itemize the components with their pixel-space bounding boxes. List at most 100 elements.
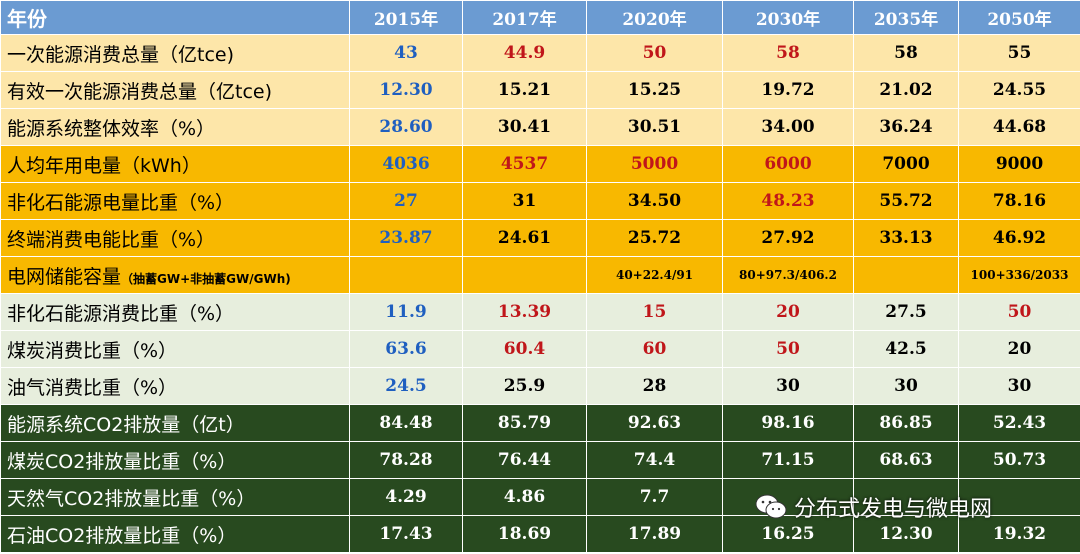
table-cell: 48.23 xyxy=(722,182,854,220)
table-cell: 24.61 xyxy=(462,219,587,257)
wechat-icon xyxy=(755,494,787,519)
table-cell: 15 xyxy=(586,293,723,331)
table-cell: 34.50 xyxy=(586,182,723,220)
table-cell: 4537 xyxy=(462,145,587,183)
table-cell: 25.9 xyxy=(462,367,587,405)
table-cell: 20 xyxy=(958,330,1080,368)
table-cell: 30.51 xyxy=(586,108,723,146)
table-cell: 52.43 xyxy=(958,404,1080,442)
table-cell xyxy=(853,256,959,294)
table-cell: 19.72 xyxy=(722,71,854,109)
table-cell: 50 xyxy=(958,293,1080,331)
table-cell: 4.29 xyxy=(349,478,463,516)
row-label: 人均年用电量（kWh） xyxy=(0,145,350,183)
table-cell: 55.72 xyxy=(853,182,959,220)
table-cell: 43 xyxy=(349,34,463,72)
table-row: 天然气CO2排放量比重（%） 4.29 4.86 7.7 xyxy=(0,478,1080,516)
row-label: 非化石能源电量比重（%） xyxy=(0,182,350,220)
header-year-label: 年份 xyxy=(0,0,350,35)
header-2030: 2030年 xyxy=(722,0,854,35)
table-cell: 46.92 xyxy=(958,219,1080,257)
table-cell: 98.16 xyxy=(722,404,854,442)
table-row: 一次能源消费总量（亿tce) 43 44.9 50 58 58 55 xyxy=(0,34,1080,72)
row-label: 终端消费电能比重（%） xyxy=(0,219,350,257)
table-cell: 40+22.4/91 xyxy=(586,256,723,294)
table-cell: 63.6 xyxy=(349,330,463,368)
table-cell: 50 xyxy=(586,34,723,72)
table-cell xyxy=(958,478,1080,516)
table-cell: 15.21 xyxy=(462,71,587,109)
table-cell: 12.30 xyxy=(853,515,959,553)
table-cell: 27.92 xyxy=(722,219,854,257)
table-row: 非化石能源电量比重（%） 27 31 34.50 48.23 55.72 78.… xyxy=(0,182,1080,220)
table-cell: 68.63 xyxy=(853,441,959,479)
table-cell: 33.13 xyxy=(853,219,959,257)
row-label-text: 电网储能容量 xyxy=(7,265,122,288)
table-cell: 11.9 xyxy=(349,293,463,331)
table-cell: 7000 xyxy=(853,145,959,183)
table-cell: 19.32 xyxy=(958,515,1080,553)
table-cell: 60.4 xyxy=(462,330,587,368)
row-label: 电网储能容量（抽蓄GW+非抽蓄GW/GWh) xyxy=(0,256,350,294)
table-cell: 27 xyxy=(349,182,463,220)
table-row: 煤炭CO2排放量比重（%） 78.28 76.44 74.4 71.15 68.… xyxy=(0,441,1080,479)
table-row: 人均年用电量（kWh） 4036 4537 5000 6000 7000 900… xyxy=(0,145,1080,183)
table-cell: 30 xyxy=(958,367,1080,405)
table-cell: 44.68 xyxy=(958,108,1080,146)
table-cell: 20 xyxy=(722,293,854,331)
table-cell: 78.16 xyxy=(958,182,1080,220)
table-cell: 21.02 xyxy=(853,71,959,109)
table-cell: 31 xyxy=(462,182,587,220)
row-label: 能源系统整体效率（%） xyxy=(0,108,350,146)
table-row: 非化石能源消费比重（%） 11.9 13.39 15 20 27.5 50 xyxy=(0,293,1080,331)
row-label: 煤炭消费比重（%） xyxy=(0,330,350,368)
header-2017: 2017年 xyxy=(462,0,587,35)
row-label: 非化石能源消费比重（%） xyxy=(0,293,350,331)
table-cell: 15.25 xyxy=(586,71,723,109)
table-cell: 17.89 xyxy=(586,515,723,553)
table-cell: 24.5 xyxy=(349,367,463,405)
table-row: 终端消费电能比重（%） 23.87 24.61 25.72 27.92 33.1… xyxy=(0,219,1080,257)
table-cell: 27.5 xyxy=(853,293,959,331)
table-cell: 85.79 xyxy=(462,404,587,442)
table-row: 油气消费比重（%） 24.5 25.9 28 30 30 30 xyxy=(0,367,1080,405)
table-cell: 4036 xyxy=(349,145,463,183)
row-label-note: （抽蓄GW+非抽蓄GW/GWh) xyxy=(121,271,291,286)
row-label: 有效一次能源消费总量（亿tce) xyxy=(0,71,350,109)
header-2050: 2050年 xyxy=(958,0,1080,35)
row-label: 能源系统CO2排放量（亿t） xyxy=(0,404,350,442)
watermark: 分布式发电与微电网 xyxy=(754,490,992,524)
table-cell: 12.30 xyxy=(349,71,463,109)
table-cell: 100+336/2033 xyxy=(958,256,1080,294)
table-cell: 50.73 xyxy=(958,441,1080,479)
table-cell: 6000 xyxy=(722,145,854,183)
table-cell xyxy=(722,478,854,516)
table-cell: 58 xyxy=(853,34,959,72)
table-cell: 60 xyxy=(586,330,723,368)
table-cell: 78.28 xyxy=(349,441,463,479)
table-cell: 16.25 xyxy=(722,515,854,553)
table-cell: 74.4 xyxy=(586,441,723,479)
header-2035: 2035年 xyxy=(853,0,959,35)
table-cell xyxy=(462,256,587,294)
table-row: 能源系统CO2排放量（亿t） 84.48 85.79 92.63 98.16 8… xyxy=(0,404,1080,442)
table-row: 能源系统整体效率（%） 28.60 30.41 30.51 34.00 36.2… xyxy=(0,108,1080,146)
table-row: 石油CO2排放量比重（%） 17.43 18.69 17.89 16.25 12… xyxy=(0,515,1080,553)
table-row: 有效一次能源消费总量（亿tce) 12.30 15.21 15.25 19.72… xyxy=(0,71,1080,109)
table-cell: 34.00 xyxy=(722,108,854,146)
table-cell: 55 xyxy=(958,34,1080,72)
table-cell: 76.44 xyxy=(462,441,587,479)
watermark-text: 分布式发电与微电网 xyxy=(794,497,993,522)
header-2015: 2015年 xyxy=(349,0,463,35)
table-cell: 28.60 xyxy=(349,108,463,146)
table-cell: 17.43 xyxy=(349,515,463,553)
row-label: 一次能源消费总量（亿tce) xyxy=(0,34,350,72)
table-cell: 50 xyxy=(722,330,854,368)
table-cell: 24.55 xyxy=(958,71,1080,109)
table-cell: 13.39 xyxy=(462,293,587,331)
table-cell: 23.87 xyxy=(349,219,463,257)
table-cell xyxy=(349,256,463,294)
table-row: 煤炭消费比重（%） 63.6 60.4 60 50 42.5 20 xyxy=(0,330,1080,368)
row-label: 煤炭CO2排放量比重（%） xyxy=(0,441,350,479)
